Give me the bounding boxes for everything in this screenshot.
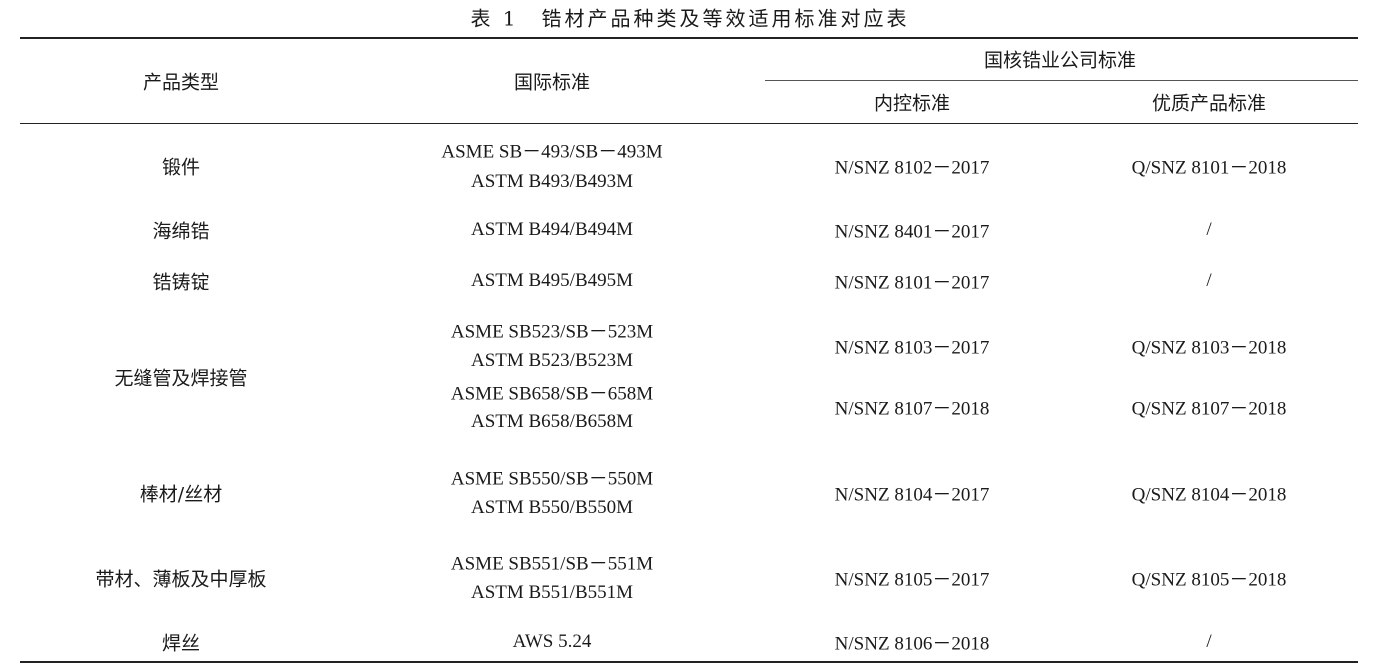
cell-premium-standard: Q/SNZ 8107－2018 <box>1131 398 1287 420</box>
cell-international-standard: ASTM B551/B551M <box>470 582 634 603</box>
cell-product: 棒材/丝材 <box>139 483 223 506</box>
cell-international-standard: ASTM B523/B523M <box>470 350 634 371</box>
header-rule <box>20 123 1358 124</box>
bottom-rule <box>20 661 1358 663</box>
cell-premium-standard: Q/SNZ 8103－2018 <box>1131 337 1287 359</box>
cell-international-standard: ASME SB－493/SB－493M <box>441 141 663 163</box>
cell-premium-standard: / <box>1206 219 1212 240</box>
cell-internal-standard: N/SNZ 8401－2017 <box>834 221 990 243</box>
cell-internal-standard: N/SNZ 8107－2018 <box>834 398 990 420</box>
cell-international-standard: ASTM B550/B550M <box>470 497 634 518</box>
header-product-type: 产品类型 <box>142 71 220 94</box>
cell-international-standard: ASME SB658/SB－658M <box>450 383 654 405</box>
cell-premium-standard: Q/SNZ 8105－2018 <box>1131 569 1287 591</box>
cell-premium-standard: Q/SNZ 8101－2018 <box>1131 157 1287 179</box>
cell-international-standard: ASTM B495/B495M <box>470 270 634 291</box>
cell-internal-standard: N/SNZ 8104－2017 <box>834 484 990 506</box>
cell-international-standard: ASTM B658/B658M <box>470 411 634 432</box>
cell-internal-standard: N/SNZ 8101－2017 <box>834 272 990 294</box>
cell-international-standard: AWS 5.24 <box>512 631 592 652</box>
cell-product: 锻件 <box>161 156 201 179</box>
header-company-group: 国核锆业公司标准 <box>983 49 1137 72</box>
cell-internal-standard: N/SNZ 8106－2018 <box>834 633 990 655</box>
cell-international-standard: ASME SB523/SB－523M <box>450 321 654 343</box>
header-internal: 内控标准 <box>873 92 951 115</box>
cell-product: 焊丝 <box>161 632 201 655</box>
cell-product: 无缝管及焊接管 <box>114 367 248 390</box>
cell-product: 锆铸锭 <box>152 271 210 294</box>
table-title: 表 1 锆材产品种类及等效适用标准对应表 <box>470 6 910 31</box>
cell-international-standard: ASME SB550/SB－550M <box>450 468 654 490</box>
cell-international-standard: ASME SB551/SB－551M <box>450 553 654 575</box>
cell-international-standard: ASTM B494/B494M <box>470 219 634 240</box>
cell-product: 海绵锆 <box>152 220 210 243</box>
top-rule <box>20 37 1358 39</box>
cell-premium-standard: / <box>1206 631 1212 652</box>
header-international: 国际标准 <box>513 71 591 94</box>
cell-premium-standard: Q/SNZ 8104－2018 <box>1131 484 1287 506</box>
cell-internal-standard: N/SNZ 8103－2017 <box>834 337 990 359</box>
subheader-rule <box>765 80 1358 81</box>
cell-product: 带材、薄板及中厚板 <box>95 568 267 591</box>
cell-international-standard: ASTM B493/B493M <box>470 171 634 192</box>
header-premium: 优质产品标准 <box>1151 92 1267 115</box>
cell-internal-standard: N/SNZ 8102－2017 <box>834 157 990 179</box>
cell-internal-standard: N/SNZ 8105－2017 <box>834 569 990 591</box>
cell-premium-standard: / <box>1206 270 1212 291</box>
